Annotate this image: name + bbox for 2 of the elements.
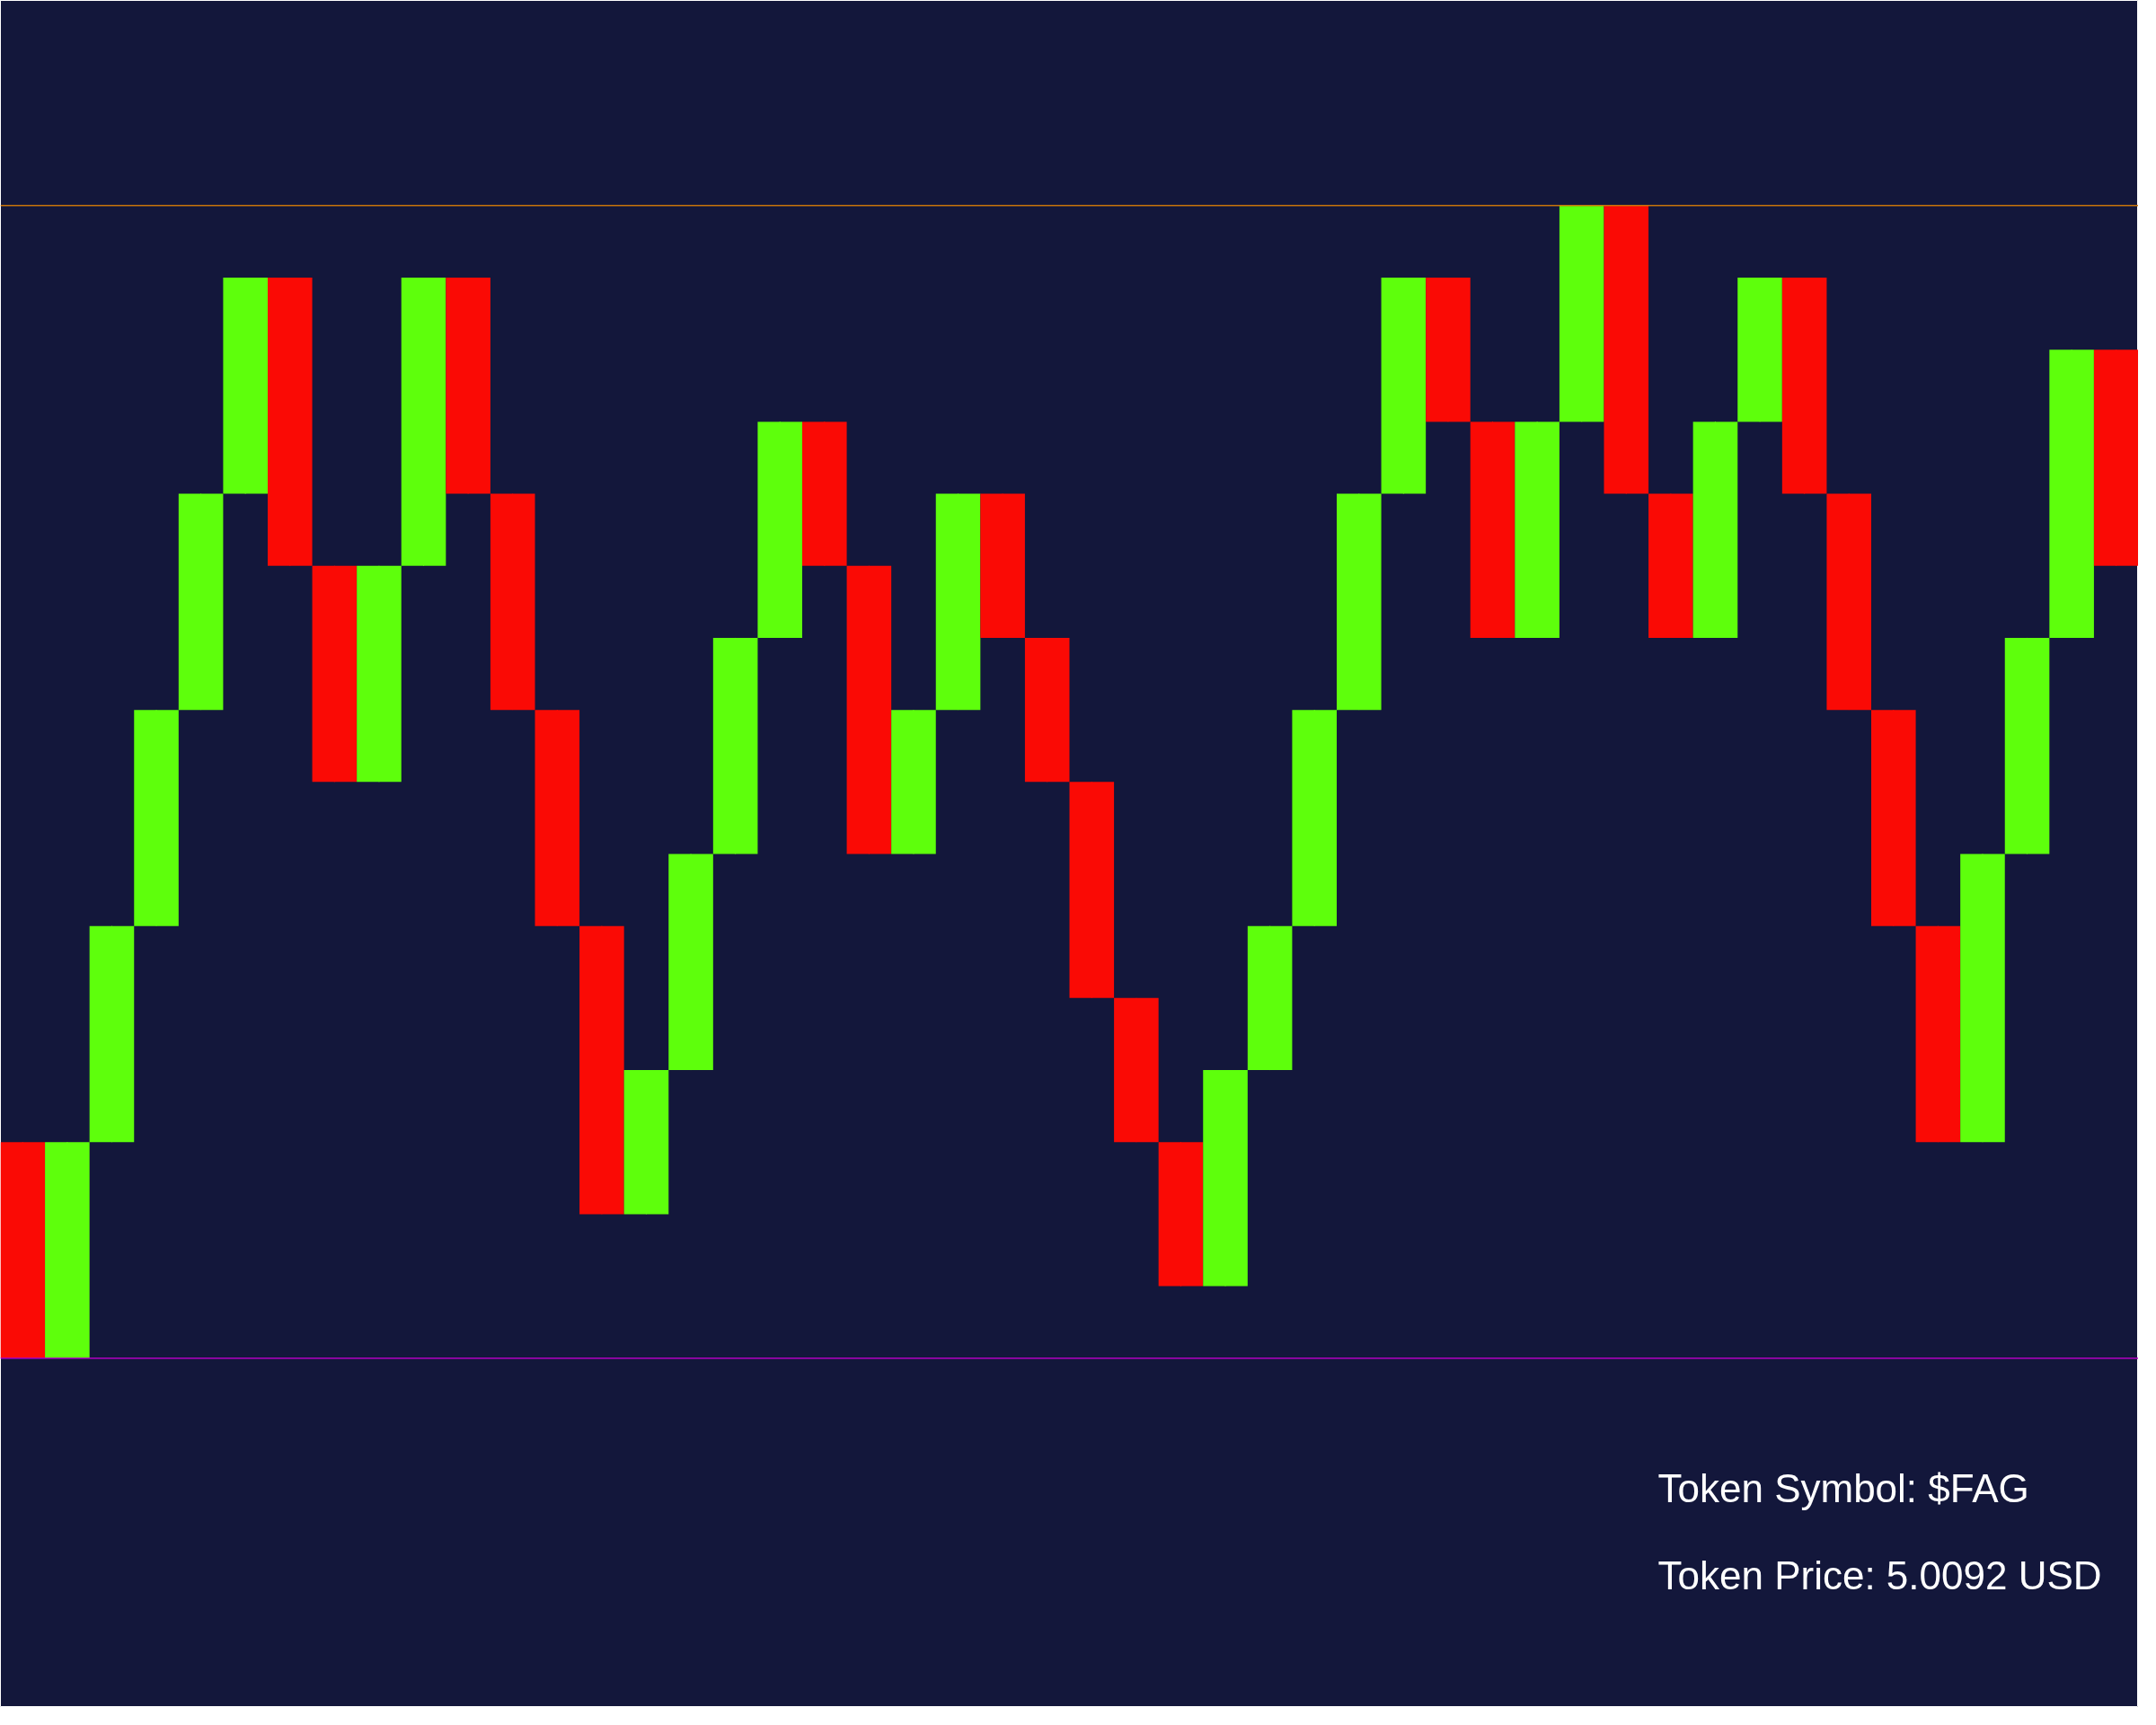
text: Token Price: 5.0092 USD: [1657, 1552, 2102, 1597]
text: Token Symbol: $FAG: [1657, 1465, 2029, 1510]
